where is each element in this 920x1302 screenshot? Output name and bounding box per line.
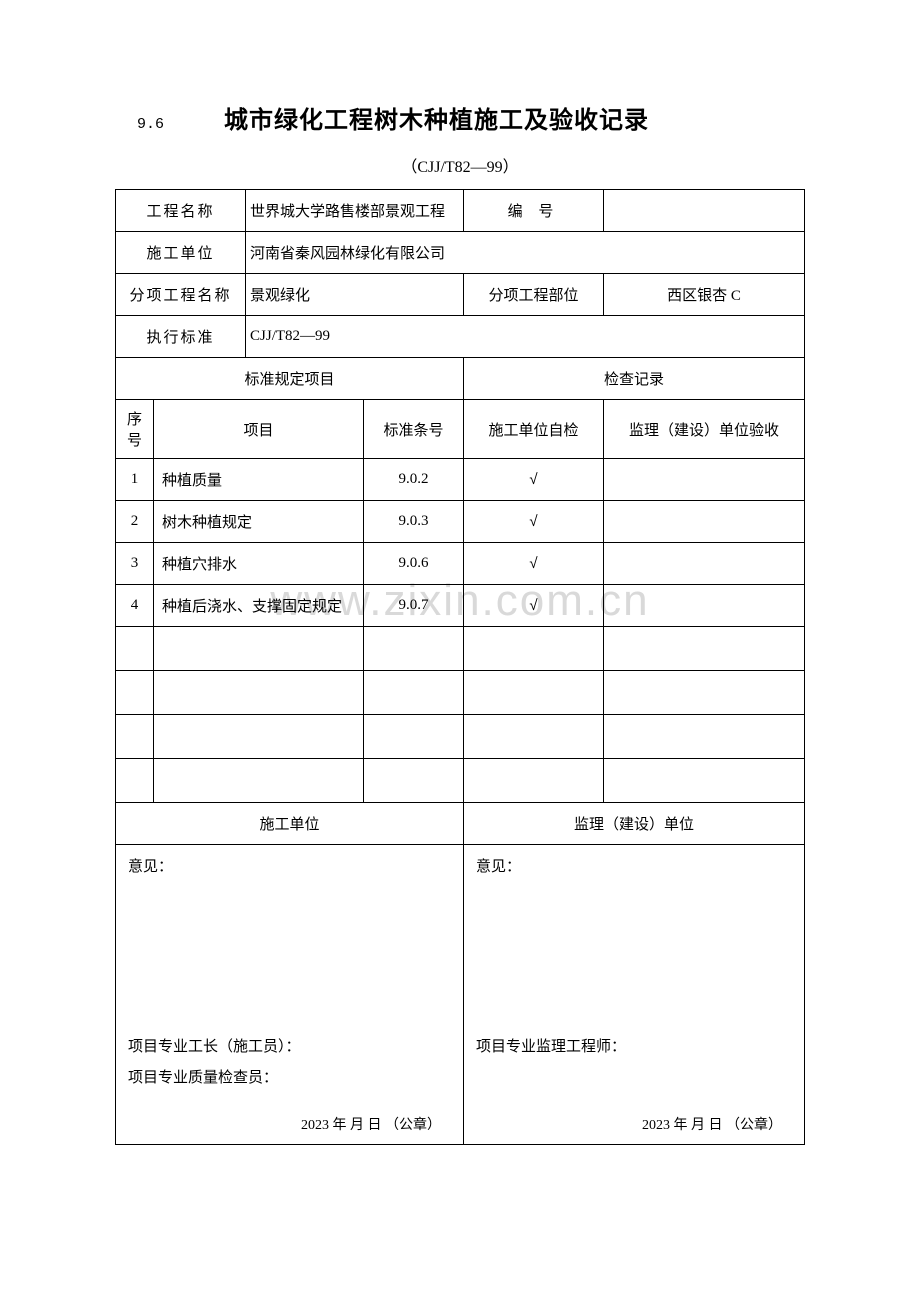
signature-row: 项目专业工长（施工员）： 项目专业质量检查员： 2023 年 月 日 （公章） … bbox=[116, 1025, 805, 1145]
foreman-label: 项目专业工长（施工员）： bbox=[128, 1035, 451, 1056]
info-row-unit: 施工单位 河南省秦风园林绿化有限公司 bbox=[116, 232, 805, 274]
standard-label: 执行标准 bbox=[116, 316, 246, 358]
code-cell: 9.0.3 bbox=[364, 501, 464, 543]
standard-value: CJJ/T82—99 bbox=[246, 316, 805, 358]
col-seq-header: 序号 bbox=[116, 400, 154, 459]
construction-date-text: 2023 年 月 日 （公章） bbox=[301, 1114, 441, 1134]
info-row-subproject: 分项工程名称 景观绿化 分项工程部位 西区银杏 C bbox=[116, 274, 805, 316]
supervisor-check-cell bbox=[604, 543, 805, 585]
seq-cell: 1 bbox=[116, 459, 154, 501]
main-table: 工程名称 世界城大学路售楼部景观工程 编 号 施工单位 河南省秦风园林绿化有限公… bbox=[115, 189, 805, 1145]
empty-row bbox=[116, 627, 805, 671]
number-value bbox=[604, 190, 805, 232]
code-cell: 9.0.2 bbox=[364, 459, 464, 501]
engineer-label: 项目专业监理工程师： bbox=[476, 1035, 792, 1056]
code-cell: 9.0.7 bbox=[364, 585, 464, 627]
construction-unit-value: 河南省秦风园林绿化有限公司 bbox=[246, 232, 805, 274]
sub-project-part-value: 西区银杏 C bbox=[604, 274, 805, 316]
self-check-cell: √ bbox=[464, 501, 604, 543]
data-row: 4 种植后浇水、支撑固定规定 9.0.7 √ bbox=[116, 585, 805, 627]
info-row-project: 工程名称 世界城大学路售楼部景观工程 编 号 bbox=[116, 190, 805, 232]
sub-project-name-value: 景观绿化 bbox=[246, 274, 464, 316]
number-label: 编 号 bbox=[464, 190, 604, 232]
self-check-cell: √ bbox=[464, 543, 604, 585]
construction-unit-label: 施工单位 bbox=[116, 232, 246, 274]
col-code-header: 标准条号 bbox=[364, 400, 464, 459]
column-header-row: 序号 项目 标准条号 施工单位自检 监理（建设）单位验收 bbox=[116, 400, 805, 459]
document-content: 9.6 城市绿化工程树木种植施工及验收记录 （CJJ/T82—99） 工程名称 … bbox=[115, 100, 805, 1145]
opinion-row: 意见： 意见： bbox=[116, 845, 805, 1025]
unit-header-row: 施工单位 监理（建设）单位 bbox=[116, 803, 805, 845]
standard-items-header: 标准规定项目 bbox=[116, 358, 464, 400]
supervisor-signature-cell: 项目专业监理工程师： 2023 年 月 日 （公章） bbox=[464, 1025, 805, 1145]
project-name-label: 工程名称 bbox=[116, 190, 246, 232]
code-cell: 9.0.6 bbox=[364, 543, 464, 585]
empty-row bbox=[116, 759, 805, 803]
supervisor-check-cell bbox=[604, 585, 805, 627]
col-supervisor-check-header: 监理（建设）单位验收 bbox=[604, 400, 805, 459]
construction-unit-footer-header: 施工单位 bbox=[116, 803, 464, 845]
item-cell: 种植穴排水 bbox=[154, 543, 364, 585]
seq-cell: 2 bbox=[116, 501, 154, 543]
seq-cell: 3 bbox=[116, 543, 154, 585]
supervisor-unit-footer-header: 监理（建设）单位 bbox=[464, 803, 805, 845]
data-row: 1 种植质量 9.0.2 √ bbox=[116, 459, 805, 501]
opinion-label: 意见： bbox=[128, 859, 173, 875]
section-header-row: 标准规定项目 检查记录 bbox=[116, 358, 805, 400]
header-row: 9.6 城市绿化工程树木种植施工及验收记录 bbox=[115, 100, 805, 135]
supervisor-check-cell bbox=[604, 459, 805, 501]
seq-cell: 4 bbox=[116, 585, 154, 627]
qc-label: 项目专业质量检查员： bbox=[128, 1066, 451, 1087]
opinion-label: 意见： bbox=[476, 859, 521, 875]
empty-row bbox=[116, 671, 805, 715]
info-row-standard: 执行标准 CJJ/T82—99 bbox=[116, 316, 805, 358]
project-name-value: 世界城大学路售楼部景观工程 bbox=[246, 190, 464, 232]
item-cell: 种植质量 bbox=[154, 459, 364, 501]
self-check-cell: √ bbox=[464, 585, 604, 627]
supervisor-opinion-cell: 意见： bbox=[464, 845, 805, 1025]
item-cell: 种植后浇水、支撑固定规定 bbox=[154, 585, 364, 627]
construction-opinion-cell: 意见： bbox=[116, 845, 464, 1025]
supervisor-check-cell bbox=[604, 501, 805, 543]
col-item-header: 项目 bbox=[154, 400, 364, 459]
subtitle: （CJJ/T82—99） bbox=[115, 153, 805, 177]
construction-signature-cell: 项目专业工长（施工员）： 项目专业质量检查员： 2023 年 月 日 （公章） bbox=[116, 1025, 464, 1145]
item-cell: 树木种植规定 bbox=[154, 501, 364, 543]
inspection-records-header: 检查记录 bbox=[464, 358, 805, 400]
col-self-check-header: 施工单位自检 bbox=[464, 400, 604, 459]
sub-project-part-label: 分项工程部位 bbox=[464, 274, 604, 316]
sub-project-name-label: 分项工程名称 bbox=[116, 274, 246, 316]
data-row: 3 种植穴排水 9.0.6 √ bbox=[116, 543, 805, 585]
supervisor-date-text: 2023 年 月 日 （公章） bbox=[642, 1114, 782, 1134]
main-title: 城市绿化工程树木种植施工及验收记录 bbox=[224, 100, 649, 135]
data-row: 2 树木种植规定 9.0.3 √ bbox=[116, 501, 805, 543]
self-check-cell: √ bbox=[464, 459, 604, 501]
section-number: 9.6 bbox=[137, 116, 164, 133]
empty-row bbox=[116, 715, 805, 759]
